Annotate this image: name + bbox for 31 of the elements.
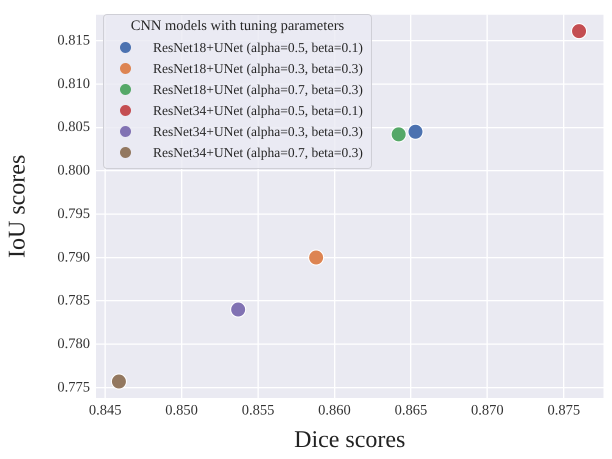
y-tick-label: 0.805 bbox=[57, 119, 90, 136]
y-tick-label: 0.795 bbox=[57, 206, 90, 222]
y-axis-title: IoU scores bbox=[4, 154, 31, 258]
legend-label: ResNet18+UNet (alpha=0.5, beta=0.1) bbox=[153, 40, 363, 56]
point bbox=[571, 23, 588, 40]
y-tick-label: 0.790 bbox=[57, 249, 90, 266]
y-tick-label: 0.815 bbox=[57, 32, 90, 49]
x-tick-label: 0.850 bbox=[165, 402, 198, 419]
x-tick-label: 0.845 bbox=[88, 402, 122, 419]
x-tick-label: 0.870 bbox=[471, 402, 504, 419]
x-axis-title: Dice scores bbox=[294, 426, 406, 453]
point bbox=[230, 302, 246, 318]
legend-label: ResNet34+UNet (alpha=0.7, beta=0.3) bbox=[153, 144, 363, 160]
legend-label: ResNet34+UNet (alpha=0.5, beta=0.1) bbox=[153, 102, 363, 118]
x-tick-label: 0.860 bbox=[318, 402, 351, 419]
y-tick-label: 0.800 bbox=[57, 162, 90, 179]
point bbox=[110, 374, 127, 390]
point bbox=[407, 124, 424, 140]
y-tick-label: 0.780 bbox=[57, 336, 90, 352]
x-tick-label: 0.855 bbox=[242, 402, 274, 419]
x-tick-label: 0.875 bbox=[547, 402, 580, 419]
legend-label: ResNet18+UNet (alpha=0.7, beta=0.3) bbox=[153, 82, 363, 98]
legend-title: CNN models with tuning parameters bbox=[130, 18, 346, 35]
legend-label: ResNet34+UNet (alpha=0.3, beta=0.3) bbox=[153, 124, 363, 140]
y-tick-label: 0.785 bbox=[57, 292, 90, 309]
y-tick-label: 0.775 bbox=[57, 379, 90, 396]
point bbox=[308, 250, 324, 266]
y-tick-label: 0.810 bbox=[57, 76, 90, 92]
point bbox=[390, 126, 407, 142]
legend-label: ResNet18+UNet (alpha=0.3, beta=0.3) bbox=[153, 60, 363, 76]
x-tick-label: 0.865 bbox=[394, 402, 428, 419]
